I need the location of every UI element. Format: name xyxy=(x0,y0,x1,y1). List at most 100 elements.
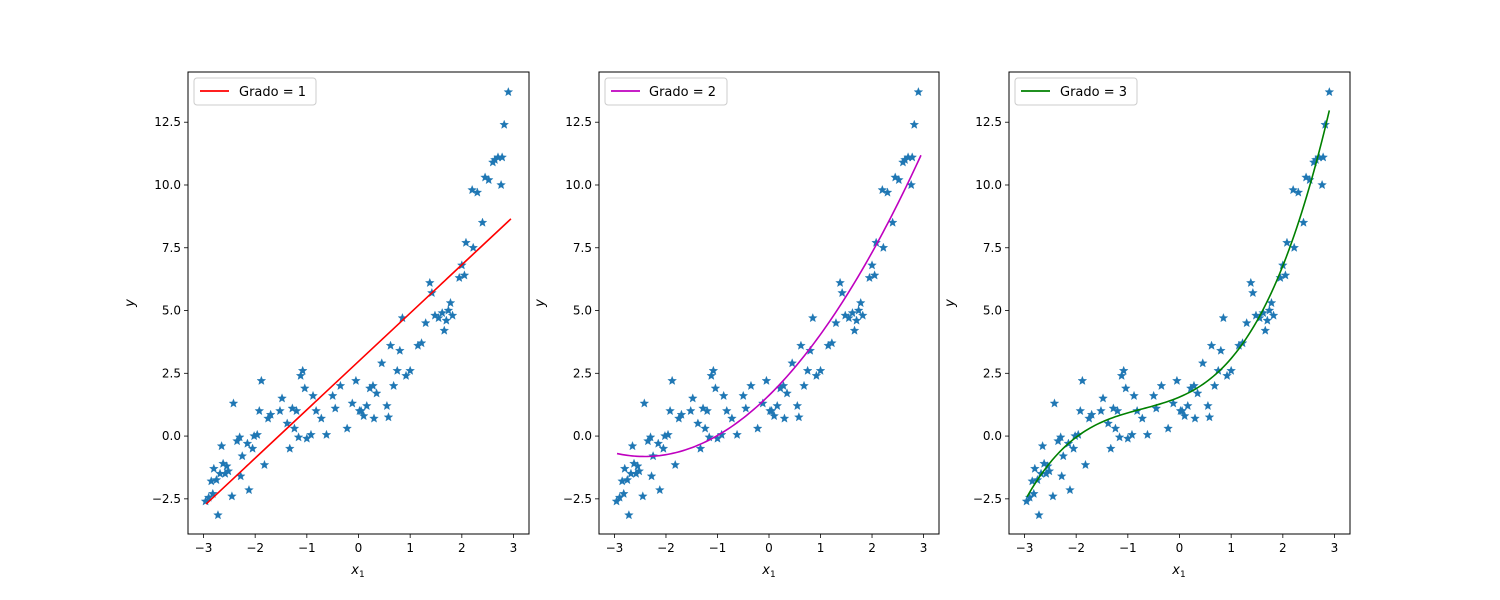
data-point xyxy=(371,388,382,398)
y-tick-label: 12.5 xyxy=(154,115,181,129)
y-tick-label: 2.5 xyxy=(162,366,181,380)
data-point xyxy=(1189,380,1199,390)
x-axis-label: x1 xyxy=(1171,563,1185,580)
data-point xyxy=(385,340,396,350)
data-point xyxy=(867,260,877,270)
data-point xyxy=(221,461,232,471)
data-point xyxy=(437,308,447,318)
y-tick-label: 10.0 xyxy=(154,178,181,192)
x-tick-label: 1 xyxy=(406,541,414,555)
data-point xyxy=(1282,237,1292,247)
data-point xyxy=(700,423,710,433)
y-tick-label: 7.5 xyxy=(983,241,1002,255)
subplot-degree-3: y x1 Grado = 3 −3 −2 −1 0 1 2 3 −2.5 0.0 2.5 5.0 7.… xyxy=(943,71,1351,580)
data-point xyxy=(741,403,751,413)
data-point xyxy=(445,297,456,308)
data-point xyxy=(335,380,346,390)
data-point xyxy=(1203,400,1213,411)
data-point xyxy=(653,438,664,448)
data-point xyxy=(237,451,248,461)
data-point xyxy=(1080,459,1091,470)
data-point xyxy=(321,429,332,439)
data-point xyxy=(1044,466,1055,476)
data-point xyxy=(416,338,427,348)
data-point xyxy=(213,510,223,520)
data-point xyxy=(706,370,717,380)
data-point xyxy=(242,438,253,448)
y-tick-label: −2.5 xyxy=(152,492,181,506)
data-point xyxy=(297,365,308,375)
data-point xyxy=(1262,315,1273,325)
data-point xyxy=(1226,365,1236,375)
x-tick-label: 3 xyxy=(1331,541,1339,555)
data-point xyxy=(342,423,352,433)
data-point xyxy=(467,185,477,195)
data-point xyxy=(216,441,227,451)
data-point xyxy=(738,390,749,400)
data-point xyxy=(259,459,270,470)
data-point xyxy=(618,488,629,498)
fit-line xyxy=(205,218,512,505)
data-point xyxy=(208,488,218,498)
data-point xyxy=(277,393,287,403)
data-point xyxy=(1112,405,1123,416)
data-point xyxy=(658,443,669,453)
data-point xyxy=(1304,174,1315,185)
x-tick-label: 0 xyxy=(765,541,773,555)
legend: Grado = 3 xyxy=(1014,77,1138,106)
data-point xyxy=(909,119,920,129)
data-point xyxy=(1068,443,1079,453)
y-tick-label: 2.5 xyxy=(573,366,592,380)
data-point xyxy=(275,405,285,416)
data-point xyxy=(1030,463,1040,473)
data-point xyxy=(1264,305,1275,315)
x-tick-label: −3 xyxy=(1016,541,1034,555)
data-point xyxy=(695,443,706,453)
data-point xyxy=(1298,217,1309,227)
data-point xyxy=(655,485,665,495)
x-tick-label: 3 xyxy=(510,541,518,555)
data-point xyxy=(667,375,677,385)
data-point xyxy=(351,375,361,385)
data-point xyxy=(1190,413,1200,423)
data-point xyxy=(882,187,893,197)
data-point xyxy=(638,491,648,501)
data-point xyxy=(347,398,358,408)
data-point xyxy=(1127,429,1137,439)
data-point xyxy=(1280,270,1291,280)
data-point xyxy=(708,365,719,375)
data-point xyxy=(472,187,483,197)
data-point xyxy=(1258,308,1268,318)
data-point xyxy=(1248,287,1258,298)
legend: Grado = 1 xyxy=(193,77,317,106)
data-point xyxy=(721,405,732,416)
x-axis-label: x1 xyxy=(350,563,364,580)
data-point xyxy=(1206,340,1217,350)
data-point xyxy=(837,287,847,298)
data-point xyxy=(849,325,860,335)
x-tick-label: −1 xyxy=(1119,541,1137,555)
data-point xyxy=(1108,403,1119,413)
data-point xyxy=(796,340,806,350)
data-point xyxy=(447,310,458,320)
data-point xyxy=(835,277,845,287)
data-point xyxy=(1192,388,1203,398)
y-axis-label: y xyxy=(943,299,958,308)
data-point xyxy=(758,398,768,408)
data-point xyxy=(624,510,634,520)
data-point xyxy=(1151,403,1162,413)
x-tick-label: 2 xyxy=(868,541,876,555)
data-point xyxy=(289,423,300,433)
data-point xyxy=(439,325,450,335)
y-tick-label: 7.5 xyxy=(573,241,592,255)
y-tick-label: 12.5 xyxy=(975,115,1002,129)
data-point xyxy=(1142,429,1153,439)
data-point xyxy=(1096,405,1106,416)
data-point xyxy=(383,412,394,422)
x-tick-label: 0 xyxy=(1176,541,1184,555)
data-point xyxy=(702,405,712,416)
data-point xyxy=(1058,451,1069,461)
data-point xyxy=(1098,393,1108,403)
fit-line xyxy=(1026,110,1331,498)
data-point xyxy=(1172,375,1182,385)
